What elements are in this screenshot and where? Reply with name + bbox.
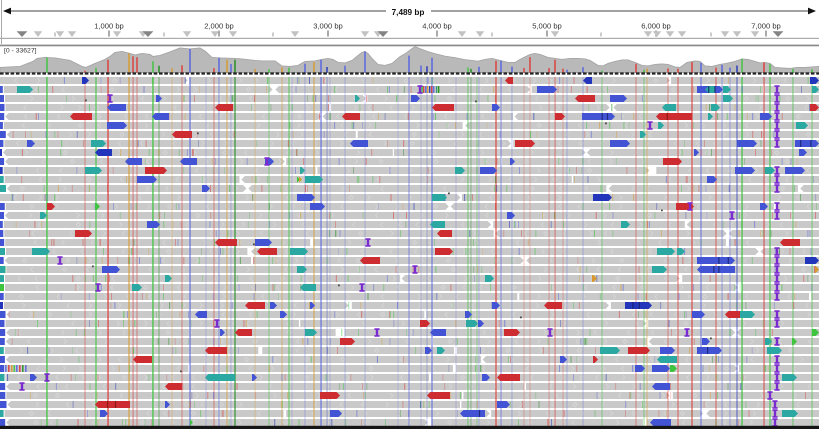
svg-text:6,000 bp: 6,000 bp [641, 22, 671, 31]
svg-text:[0 - 33627]: [0 - 33627] [4, 48, 37, 55]
svg-text:3,000 bp: 3,000 bp [313, 22, 343, 31]
svg-text:1,000 bp: 1,000 bp [94, 22, 124, 31]
svg-text:2,000 bp: 2,000 bp [204, 22, 234, 31]
svg-text:5,000 bp: 5,000 bp [532, 22, 562, 31]
svg-text:7,489 bp: 7,489 bp [392, 8, 425, 17]
svg-text:4,000 bp: 4,000 bp [422, 22, 452, 31]
svg-text:7,000 bp: 7,000 bp [751, 22, 781, 31]
